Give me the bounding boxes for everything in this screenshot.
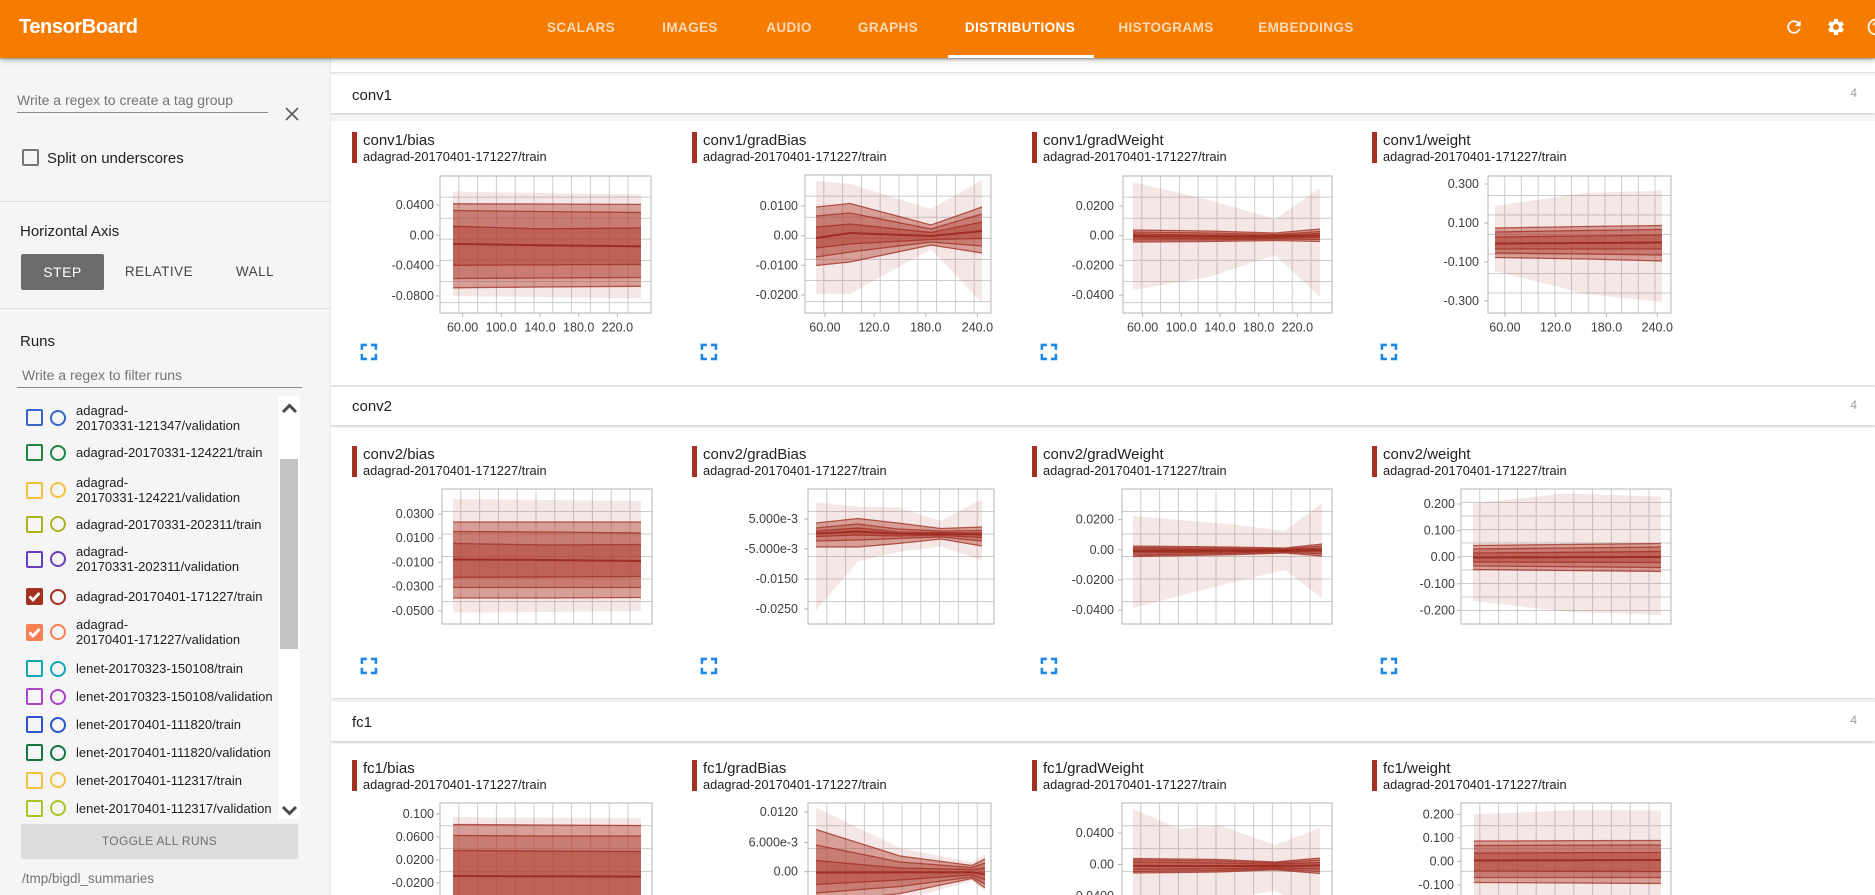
svg-text:0.0100: 0.0100 bbox=[760, 199, 798, 213]
svg-text:220.0: 220.0 bbox=[1282, 321, 1313, 335]
svg-text:-0.0800: -0.0800 bbox=[392, 289, 434, 303]
svg-text:0.100: 0.100 bbox=[1423, 831, 1454, 845]
svg-text:0.00: 0.00 bbox=[1090, 229, 1114, 243]
svg-text:adagrad-20170401-171227/train: adagrad-20170401-171227/train bbox=[1383, 777, 1567, 792]
svg-text:60.00: 60.00 bbox=[1489, 321, 1520, 335]
svg-text:60.00: 60.00 bbox=[1127, 321, 1158, 335]
svg-text:fc1/gradBias: fc1/gradBias bbox=[703, 760, 786, 777]
svg-text:240.0: 240.0 bbox=[1642, 321, 1673, 335]
svg-text:fc1/gradWeight: fc1/gradWeight bbox=[1043, 760, 1144, 777]
svg-text:-0.0500: -0.0500 bbox=[392, 604, 434, 618]
svg-text:0.0600: 0.0600 bbox=[396, 830, 434, 844]
svg-text:conv2/gradBias: conv2/gradBias bbox=[703, 446, 806, 463]
svg-text:-0.300: -0.300 bbox=[1444, 294, 1479, 308]
svg-text:-0.0300: -0.0300 bbox=[392, 580, 434, 594]
svg-text:-0.100: -0.100 bbox=[1419, 878, 1454, 892]
svg-text:adagrad-20170401-171227/train: adagrad-20170401-171227/train bbox=[1043, 777, 1227, 792]
svg-text:adagrad-20170401-171227/train: adagrad-20170401-171227/train bbox=[1043, 463, 1227, 478]
svg-text:0.0200: 0.0200 bbox=[1076, 513, 1114, 527]
svg-text:180.0: 180.0 bbox=[910, 321, 941, 335]
svg-text:0.0120: 0.0120 bbox=[760, 805, 798, 819]
svg-text:adagrad-20170401-171227/train: adagrad-20170401-171227/train bbox=[363, 149, 547, 164]
svg-text:0.0300: 0.0300 bbox=[396, 507, 434, 521]
svg-text:fc1/weight: fc1/weight bbox=[1383, 760, 1451, 777]
svg-text:0.00: 0.00 bbox=[1430, 854, 1454, 868]
svg-text:-0.0200: -0.0200 bbox=[1072, 573, 1114, 587]
svg-text:6.000e-3: 6.000e-3 bbox=[749, 836, 798, 850]
svg-text:180.0: 180.0 bbox=[563, 321, 594, 335]
svg-text:-0.0150: -0.0150 bbox=[756, 572, 798, 586]
svg-text:140.0: 140.0 bbox=[1204, 321, 1235, 335]
svg-text:conv2/gradWeight: conv2/gradWeight bbox=[1043, 446, 1164, 463]
svg-text:0.00: 0.00 bbox=[774, 229, 798, 243]
svg-text:100.0: 100.0 bbox=[486, 321, 517, 335]
svg-text:0.00: 0.00 bbox=[774, 865, 798, 879]
svg-text:100.0: 100.0 bbox=[1166, 321, 1197, 335]
svg-text:0.00: 0.00 bbox=[1090, 858, 1114, 872]
svg-text:0.0200: 0.0200 bbox=[396, 853, 434, 867]
svg-text:conv1/bias: conv1/bias bbox=[363, 132, 435, 149]
svg-text:60.00: 60.00 bbox=[809, 321, 840, 335]
svg-text:-0.0100: -0.0100 bbox=[756, 258, 798, 272]
svg-text:180.0: 180.0 bbox=[1243, 321, 1274, 335]
svg-text:adagrad-20170401-171227/train: adagrad-20170401-171227/train bbox=[703, 149, 887, 164]
svg-text:conv2/bias: conv2/bias bbox=[363, 446, 435, 463]
svg-text:adagrad-20170401-171227/train: adagrad-20170401-171227/train bbox=[1043, 149, 1227, 164]
svg-text:-0.0400: -0.0400 bbox=[1072, 603, 1114, 617]
svg-text:0.00: 0.00 bbox=[1431, 550, 1455, 564]
svg-text:180.0: 180.0 bbox=[1591, 321, 1622, 335]
svg-text:-0.0250: -0.0250 bbox=[756, 602, 798, 616]
svg-text:0.100: 0.100 bbox=[1448, 216, 1479, 230]
svg-text:adagrad-20170401-171227/train: adagrad-20170401-171227/train bbox=[703, 777, 887, 792]
svg-text:-0.0400: -0.0400 bbox=[392, 259, 434, 273]
svg-text:-0.100: -0.100 bbox=[1420, 577, 1455, 591]
svg-text:0.0400: 0.0400 bbox=[1076, 826, 1114, 840]
svg-text:conv1/gradWeight: conv1/gradWeight bbox=[1043, 132, 1164, 149]
svg-text:5.000e-3: 5.000e-3 bbox=[749, 512, 798, 526]
svg-text:-0.0200: -0.0200 bbox=[1072, 258, 1114, 272]
svg-text:120.0: 120.0 bbox=[858, 321, 889, 335]
svg-text:adagrad-20170401-171227/train: adagrad-20170401-171227/train bbox=[363, 463, 547, 478]
svg-text:-5.000e-3: -5.000e-3 bbox=[744, 542, 798, 556]
svg-text:240.0: 240.0 bbox=[962, 321, 993, 335]
svg-text:conv1/weight: conv1/weight bbox=[1383, 132, 1471, 149]
svg-text:0.200: 0.200 bbox=[1424, 497, 1455, 511]
svg-text:fc1/bias: fc1/bias bbox=[363, 760, 415, 777]
svg-text:adagrad-20170401-171227/train: adagrad-20170401-171227/train bbox=[1383, 149, 1567, 164]
svg-text:0.00: 0.00 bbox=[1090, 543, 1114, 557]
svg-text:0.0100: 0.0100 bbox=[396, 531, 434, 545]
svg-text:0.0400: 0.0400 bbox=[396, 198, 434, 212]
svg-text:-0.0100: -0.0100 bbox=[392, 555, 434, 569]
svg-text:adagrad-20170401-171227/train: adagrad-20170401-171227/train bbox=[363, 777, 547, 792]
svg-text:140.0: 140.0 bbox=[524, 321, 555, 335]
svg-text:0.0200: 0.0200 bbox=[1076, 199, 1114, 213]
svg-text:-0.0400: -0.0400 bbox=[1072, 288, 1114, 302]
svg-text:0.200: 0.200 bbox=[1423, 807, 1454, 821]
svg-text:60.00: 60.00 bbox=[447, 321, 478, 335]
svg-text:120.0: 120.0 bbox=[1540, 321, 1571, 335]
svg-text:adagrad-20170401-171227/train: adagrad-20170401-171227/train bbox=[703, 463, 887, 478]
svg-text:-0.0400: -0.0400 bbox=[1072, 889, 1114, 895]
svg-text:-0.0200: -0.0200 bbox=[392, 876, 434, 890]
svg-text:conv2/weight: conv2/weight bbox=[1383, 446, 1471, 463]
svg-text:-0.0200: -0.0200 bbox=[756, 288, 798, 302]
svg-text:0.100: 0.100 bbox=[403, 807, 434, 821]
svg-text:conv1/gradBias: conv1/gradBias bbox=[703, 132, 806, 149]
svg-text:0.00: 0.00 bbox=[410, 228, 434, 242]
svg-text:-0.200: -0.200 bbox=[1420, 603, 1455, 617]
svg-text:0.100: 0.100 bbox=[1424, 524, 1455, 538]
svg-text:adagrad-20170401-171227/train: adagrad-20170401-171227/train bbox=[1383, 463, 1567, 478]
svg-text:220.0: 220.0 bbox=[602, 321, 633, 335]
svg-text:0.300: 0.300 bbox=[1448, 177, 1479, 191]
svg-text:-0.100: -0.100 bbox=[1444, 255, 1479, 269]
